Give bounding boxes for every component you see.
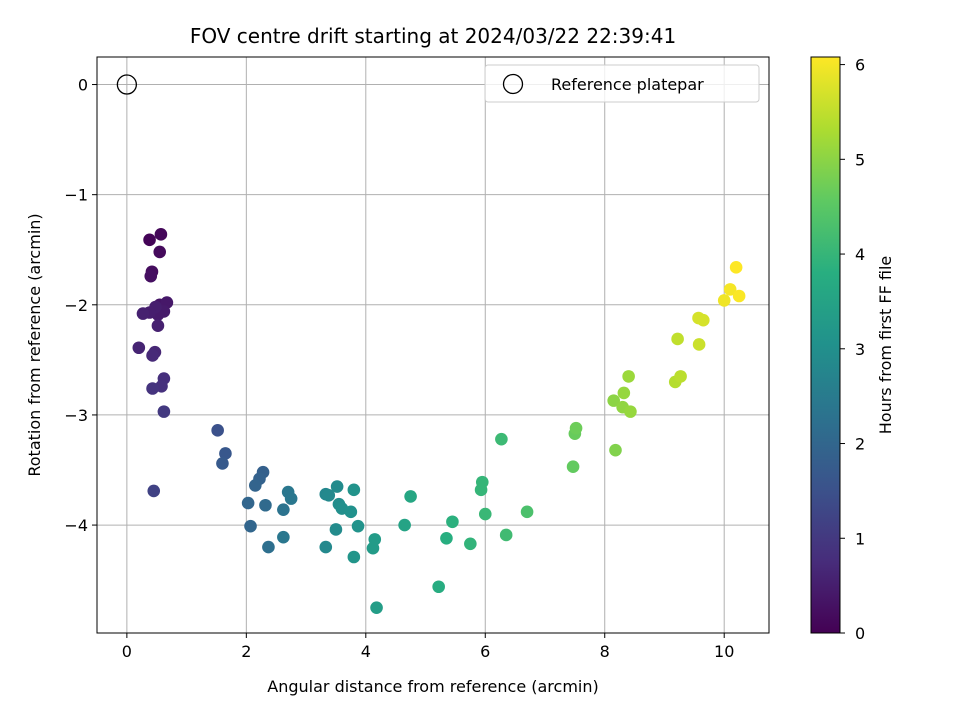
data-point: [322, 489, 336, 502]
x-axis-label: Angular distance from reference (arcmin): [267, 677, 598, 696]
chart-title: FOV centre drift starting at 2024/03/22 …: [190, 24, 676, 48]
data-point: [284, 492, 298, 505]
data-point: [432, 580, 445, 594]
legend-reference-marker: [502, 73, 524, 95]
data-point: [330, 480, 344, 493]
data-point: [329, 523, 343, 536]
data-point: [370, 601, 383, 614]
data-point: [404, 490, 417, 503]
data-point: [569, 421, 583, 435]
y-tick-label: −2: [64, 296, 88, 315]
y-tick-label: −4: [64, 516, 88, 535]
x-tick-label: 0: [122, 642, 132, 661]
data-point: [351, 519, 365, 533]
x-tick-label: 4: [361, 642, 371, 661]
data-point: [347, 550, 361, 564]
data-point: [241, 496, 255, 510]
data-point: [157, 405, 171, 418]
plot-frame: [96, 56, 770, 634]
data-point: [723, 283, 737, 296]
x-tick-label: 2: [241, 642, 251, 661]
reference-marker: [116, 74, 138, 95]
data-point: [674, 370, 687, 383]
data-point: [729, 261, 743, 274]
data-point: [153, 245, 167, 259]
colorbar-gradient: [810, 56, 841, 634]
data-point: [495, 432, 508, 446]
colorbar-ticks: 0 1 2 3 4 5 6: [840, 56, 865, 643]
data-point: [499, 528, 513, 542]
legend-frame: [484, 64, 760, 103]
colorbar-tick-label: 2: [855, 435, 865, 454]
y-tick-label: −1: [64, 186, 88, 205]
y-tick-label: −3: [64, 406, 88, 425]
data-point: [368, 533, 382, 546]
data-point: [146, 382, 159, 395]
legend: Reference platepar: [484, 64, 760, 103]
data-point: [277, 530, 290, 544]
data-point: [617, 386, 631, 400]
data-point: [607, 394, 620, 407]
data-point: [319, 540, 333, 554]
grid-lines: [97, 57, 769, 633]
data-point: [624, 405, 637, 418]
data-point: [398, 518, 411, 532]
data-point: [474, 483, 488, 497]
data-point: [717, 294, 731, 307]
colorbar-tick-label: 0: [855, 624, 865, 643]
data-point: [146, 349, 159, 362]
colorbar-tick-label: 3: [855, 340, 865, 359]
x-tick-label: 10: [714, 642, 734, 661]
data-point: [566, 460, 580, 473]
data-point: [520, 505, 534, 519]
data-point: [211, 424, 224, 437]
data-point: [244, 519, 257, 533]
data-point: [696, 313, 710, 327]
axes: 0 2 4 6 8 10 0 −1 −2 −3 −4: [64, 56, 770, 661]
data-point: [144, 269, 158, 283]
data-point: [609, 443, 622, 457]
x-tick-label: 8: [600, 642, 610, 661]
colorbar-tick-label: 6: [855, 56, 865, 75]
data-point: [440, 531, 453, 545]
data-point: [622, 370, 635, 383]
y-tick-label: 0: [78, 76, 88, 95]
data-point: [277, 503, 290, 516]
data-point: [147, 484, 161, 498]
data-point: [219, 447, 232, 460]
x-tick-label: 6: [480, 642, 490, 661]
data-point: [248, 479, 262, 492]
data-point: [259, 498, 272, 512]
data-point: [216, 457, 229, 470]
colorbar-tick-label: 5: [855, 150, 865, 169]
data-point: [136, 307, 150, 320]
data-point: [692, 338, 706, 351]
colorbar-label: Hours from first FF file: [876, 256, 895, 435]
data-point: [671, 332, 684, 346]
colorbar-tick-label: 4: [855, 245, 865, 264]
y-axis-label: Rotation from reference (arcmin): [25, 213, 44, 476]
data-point: [151, 319, 165, 333]
scatter-points: [116, 74, 746, 614]
colorbar-tick-label: 1: [855, 529, 865, 548]
data-point: [478, 507, 492, 521]
data-point: [347, 483, 361, 497]
data-point: [143, 233, 156, 247]
data-point: [132, 341, 146, 355]
legend-entry-reference: Reference platepar: [551, 75, 704, 94]
colorbar: [810, 56, 841, 634]
data-point: [154, 228, 168, 241]
data-point: [446, 515, 459, 529]
data-point: [262, 540, 275, 554]
data-point: [344, 505, 358, 519]
data-point: [732, 289, 746, 303]
data-point: [464, 537, 477, 551]
